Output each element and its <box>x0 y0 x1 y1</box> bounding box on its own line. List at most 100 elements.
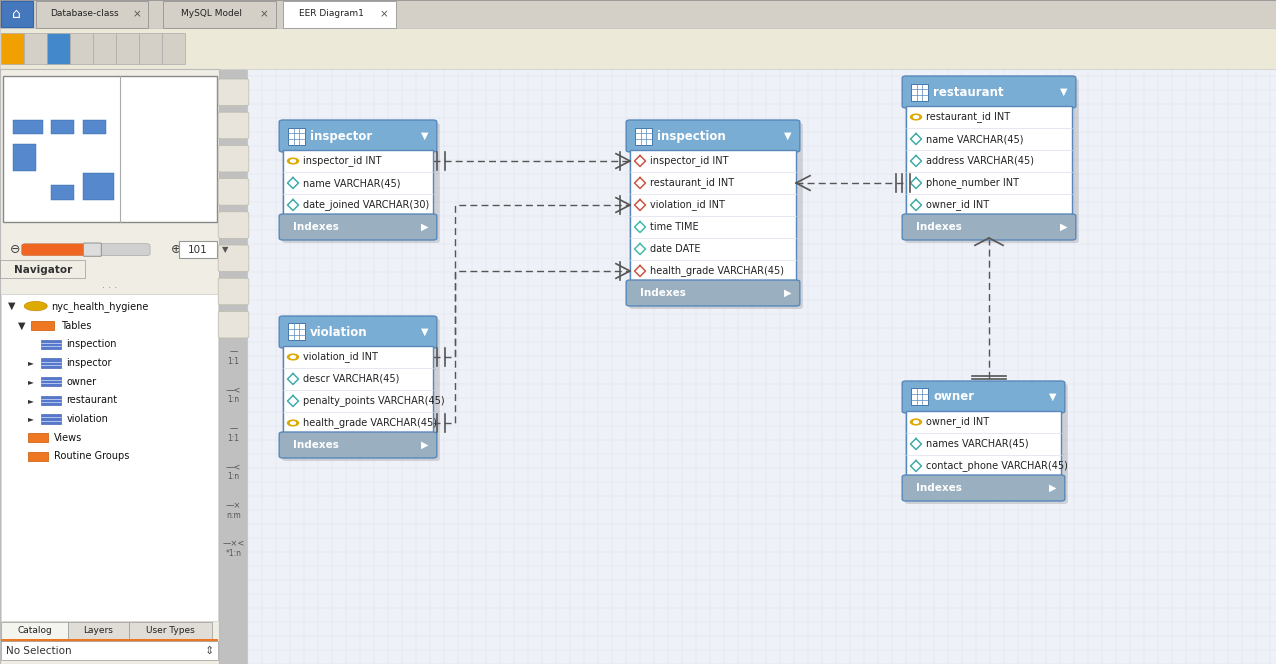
FancyBboxPatch shape <box>51 185 74 200</box>
Text: ⌂: ⌂ <box>13 7 20 21</box>
FancyBboxPatch shape <box>163 1 276 28</box>
Text: · · ·: · · · <box>102 282 117 293</box>
Text: owner_id INT: owner_id INT <box>926 200 989 210</box>
FancyBboxPatch shape <box>911 84 928 100</box>
FancyBboxPatch shape <box>902 475 1065 501</box>
Text: Database-class: Database-class <box>50 9 119 19</box>
Text: restaurant: restaurant <box>933 86 1004 98</box>
Text: inspector: inspector <box>310 129 373 143</box>
Text: 1:n: 1:n <box>227 472 240 481</box>
FancyBboxPatch shape <box>41 377 61 386</box>
Text: health_grade VARCHAR(45): health_grade VARCHAR(45) <box>649 266 783 276</box>
FancyBboxPatch shape <box>13 120 43 134</box>
FancyBboxPatch shape <box>218 245 249 272</box>
FancyBboxPatch shape <box>902 214 1076 240</box>
FancyBboxPatch shape <box>0 28 1276 69</box>
FancyBboxPatch shape <box>282 319 440 461</box>
Text: ▶: ▶ <box>785 288 791 298</box>
FancyBboxPatch shape <box>0 69 219 664</box>
Text: violation: violation <box>310 325 367 339</box>
FancyBboxPatch shape <box>283 1 396 28</box>
Text: 1:n: 1:n <box>227 395 240 404</box>
FancyBboxPatch shape <box>911 388 928 406</box>
FancyBboxPatch shape <box>906 411 1062 477</box>
FancyBboxPatch shape <box>905 384 1068 504</box>
FancyBboxPatch shape <box>279 214 436 240</box>
Text: —×: —× <box>226 501 241 510</box>
Circle shape <box>287 420 299 426</box>
Text: ►: ► <box>28 377 34 386</box>
Text: MySQL Model: MySQL Model <box>181 9 242 19</box>
Text: restaurant: restaurant <box>66 395 117 405</box>
FancyBboxPatch shape <box>129 622 212 639</box>
Text: Indexes: Indexes <box>916 222 962 232</box>
FancyBboxPatch shape <box>83 120 106 134</box>
Text: Navigator: Navigator <box>14 264 73 275</box>
FancyBboxPatch shape <box>41 414 61 424</box>
Text: ×: × <box>260 9 268 19</box>
Text: —<: —< <box>226 385 241 394</box>
Text: restaurant_id INT: restaurant_id INT <box>649 177 734 189</box>
Text: —: — <box>230 347 237 356</box>
FancyBboxPatch shape <box>905 79 1078 243</box>
FancyBboxPatch shape <box>31 321 54 331</box>
Text: *1:n: *1:n <box>226 549 241 558</box>
Text: owner_id INT: owner_id INT <box>926 416 989 428</box>
FancyBboxPatch shape <box>218 79 249 106</box>
Text: —×<: —×< <box>222 539 245 548</box>
FancyBboxPatch shape <box>28 433 48 442</box>
FancyBboxPatch shape <box>218 278 249 305</box>
FancyBboxPatch shape <box>83 243 101 256</box>
Text: ▶: ▶ <box>421 440 429 450</box>
FancyBboxPatch shape <box>22 244 151 256</box>
FancyBboxPatch shape <box>28 452 48 461</box>
Text: ▼: ▼ <box>1060 87 1068 97</box>
Text: restaurant_id INT: restaurant_id INT <box>926 112 1011 122</box>
Text: ▶: ▶ <box>1049 483 1057 493</box>
Ellipse shape <box>24 301 47 311</box>
FancyBboxPatch shape <box>1 33 24 64</box>
FancyBboxPatch shape <box>13 144 36 171</box>
Text: contact_phone VARCHAR(45): contact_phone VARCHAR(45) <box>926 461 1068 471</box>
FancyBboxPatch shape <box>218 212 249 238</box>
Text: 1:1: 1:1 <box>227 357 240 366</box>
Text: —<: —< <box>226 462 241 471</box>
FancyBboxPatch shape <box>218 179 249 205</box>
Text: violation: violation <box>66 414 108 424</box>
FancyBboxPatch shape <box>93 33 116 64</box>
Text: address VARCHAR(45): address VARCHAR(45) <box>926 156 1034 166</box>
Circle shape <box>287 158 299 164</box>
Text: —: — <box>230 424 237 433</box>
Text: inspection: inspection <box>66 339 117 349</box>
Text: Routine Groups: Routine Groups <box>54 452 129 461</box>
FancyBboxPatch shape <box>627 120 800 152</box>
Text: ⇕: ⇕ <box>204 645 214 656</box>
FancyBboxPatch shape <box>41 396 61 405</box>
FancyBboxPatch shape <box>1 639 218 642</box>
Text: owner: owner <box>933 390 974 404</box>
FancyBboxPatch shape <box>0 260 85 278</box>
FancyBboxPatch shape <box>139 33 162 64</box>
Text: Indexes: Indexes <box>293 440 339 450</box>
Text: ►: ► <box>28 359 34 368</box>
Text: ×: × <box>133 9 140 19</box>
Text: No Selection: No Selection <box>6 645 71 656</box>
Text: 101: 101 <box>188 244 208 255</box>
Text: time TIME: time TIME <box>649 222 699 232</box>
FancyBboxPatch shape <box>68 622 129 639</box>
Text: Layers: Layers <box>83 625 114 635</box>
Text: phone_number INT: phone_number INT <box>926 177 1020 189</box>
FancyBboxPatch shape <box>279 316 436 348</box>
FancyBboxPatch shape <box>51 120 74 134</box>
Text: Tables: Tables <box>61 321 92 331</box>
Text: ×: × <box>380 9 388 19</box>
FancyBboxPatch shape <box>279 120 436 152</box>
Text: inspector_id INT: inspector_id INT <box>302 155 382 167</box>
Text: ►: ► <box>28 396 34 405</box>
Text: User Types: User Types <box>145 625 195 635</box>
FancyBboxPatch shape <box>635 127 652 145</box>
FancyBboxPatch shape <box>47 33 70 64</box>
Text: Indexes: Indexes <box>916 483 962 493</box>
Circle shape <box>911 114 921 120</box>
Text: owner: owner <box>66 376 97 386</box>
